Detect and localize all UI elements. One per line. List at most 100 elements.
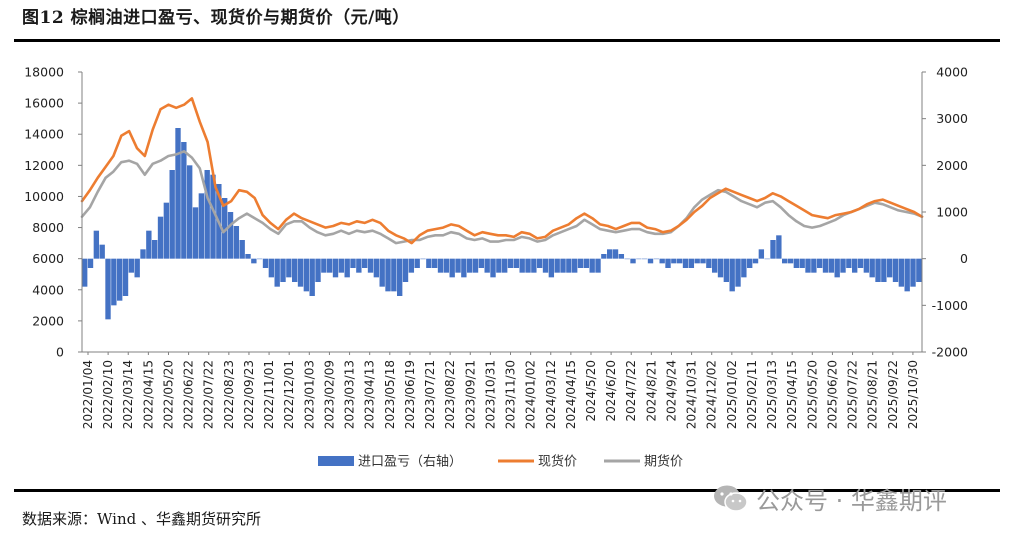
margin-bar [257, 258, 263, 260]
x-tick-label: 2022/08/23 [222, 360, 236, 429]
margin-bar [484, 258, 490, 273]
margin-bar [496, 258, 502, 273]
chart: 0200040006000800010000120001400016000180… [24, 65, 968, 470]
left-tick-label: 4000 [32, 282, 64, 297]
margin-bar [227, 212, 234, 259]
legend-swatch-margin [318, 456, 354, 466]
margin-bar [857, 258, 864, 268]
margin-bar [146, 230, 152, 259]
left-tick-label: 8000 [32, 220, 64, 235]
margin-bar [111, 258, 117, 306]
right-tick-label: 0 [960, 251, 968, 266]
margin-bar [542, 258, 549, 273]
right-tick-label: 4000 [936, 65, 968, 80]
margin-bar [105, 258, 111, 320]
margin-bar [408, 258, 415, 273]
margin-bar [618, 254, 625, 259]
margin-bar [811, 258, 817, 273]
margin-bar [601, 254, 607, 259]
margin-bar [747, 258, 753, 268]
x-tick-label: 2024/10/31 [685, 360, 699, 429]
x-tick-label: 2025/05/20 [805, 360, 819, 429]
margin-bar [82, 258, 88, 287]
x-tick-label: 2024/8/21 [644, 360, 658, 422]
margin-bar [338, 258, 345, 273]
margin-bar [717, 258, 724, 278]
margin-bar [239, 240, 245, 259]
margin-bar [875, 258, 881, 282]
margin-bar [379, 258, 385, 287]
price-lines [80, 97, 924, 245]
x-tick-label: 2023/08/22 [443, 360, 457, 429]
margin-bar [321, 258, 327, 273]
x-tick-label: 2023/07/21 [423, 360, 437, 429]
margin-bar [437, 258, 444, 273]
x-tick-label: 2022/04/15 [141, 360, 155, 429]
x-tick-label: 2024/12/02 [705, 360, 719, 429]
x-tick-label: 2025/06/20 [825, 360, 839, 429]
margin-bar [268, 258, 275, 278]
wechat-icon [714, 485, 748, 512]
margin-bar [350, 258, 356, 268]
x-tick-label: 2023/10/31 [483, 360, 497, 429]
margin-bar [117, 258, 123, 301]
margin-bar [356, 258, 362, 273]
margin-bar [892, 258, 899, 282]
margin-bar [741, 258, 747, 278]
left-tick-label: 14000 [24, 127, 64, 142]
margin-bar [904, 258, 910, 292]
margin-bar [700, 258, 706, 264]
margin-bar [863, 258, 870, 273]
margin-bar [636, 258, 642, 260]
figure-title: 图12 棕榈油进口盈亏、现货价与期货价（元/吨） [22, 8, 410, 28]
margin-bar [274, 258, 280, 287]
x-tick-label: 2022/01/04 [81, 360, 95, 429]
left-tick-label: 10000 [24, 189, 64, 204]
margin-bar [682, 258, 689, 268]
watermark: 公众号 · 华鑫期评 [712, 481, 947, 516]
margin-bar [204, 170, 210, 259]
margin-bar [373, 258, 380, 278]
margin-bar [665, 258, 671, 268]
x-tick-label: 2022/09/23 [242, 360, 256, 429]
margin-bar [525, 258, 531, 273]
margin-bar [391, 258, 397, 292]
margin-bar [187, 165, 193, 259]
right-tick-label: -1000 [932, 298, 968, 313]
x-tick-label: 2024/03/12 [544, 360, 558, 429]
margin-bar [262, 258, 269, 268]
margin-bar [612, 249, 619, 259]
margin-bar [887, 258, 893, 278]
margin-bar [583, 258, 590, 268]
x-tick-label: 2022/11/01 [262, 360, 276, 429]
margin-bar [519, 258, 525, 273]
x-tick-label: 2023/04/13 [363, 360, 377, 429]
top-rule [14, 39, 1000, 42]
x-tick-label: 2022/03/14 [121, 360, 135, 429]
spot-price-line [80, 97, 924, 245]
margin-bar [344, 258, 350, 278]
margin-bar [443, 258, 450, 273]
margin-bar [916, 258, 922, 282]
x-tick-label: 2024/6/20 [604, 360, 618, 422]
x-tick-label: 2023/05/18 [383, 360, 397, 429]
margin-bar [776, 235, 782, 259]
legend-label-spot: 现货价 [538, 454, 577, 470]
margin-bar [478, 258, 485, 268]
margin-bar [589, 258, 595, 273]
margin-bar [309, 258, 315, 296]
margin-bar [134, 258, 140, 278]
margin-bar [817, 258, 823, 268]
margin-bar [461, 258, 467, 278]
left-tick-label: 6000 [32, 251, 64, 266]
margin-bar [688, 258, 695, 268]
x-tick-label: 2024/01/02 [524, 360, 538, 429]
margin-bar [566, 258, 572, 273]
margin-bar [607, 249, 613, 259]
margin-bar [624, 258, 630, 260]
margin-bar [560, 258, 566, 273]
right-tick-label: 1000 [936, 205, 968, 220]
margin-bar [910, 258, 916, 287]
x-tick-label: 2024/04/15 [564, 360, 578, 429]
margin-bar [233, 226, 240, 259]
